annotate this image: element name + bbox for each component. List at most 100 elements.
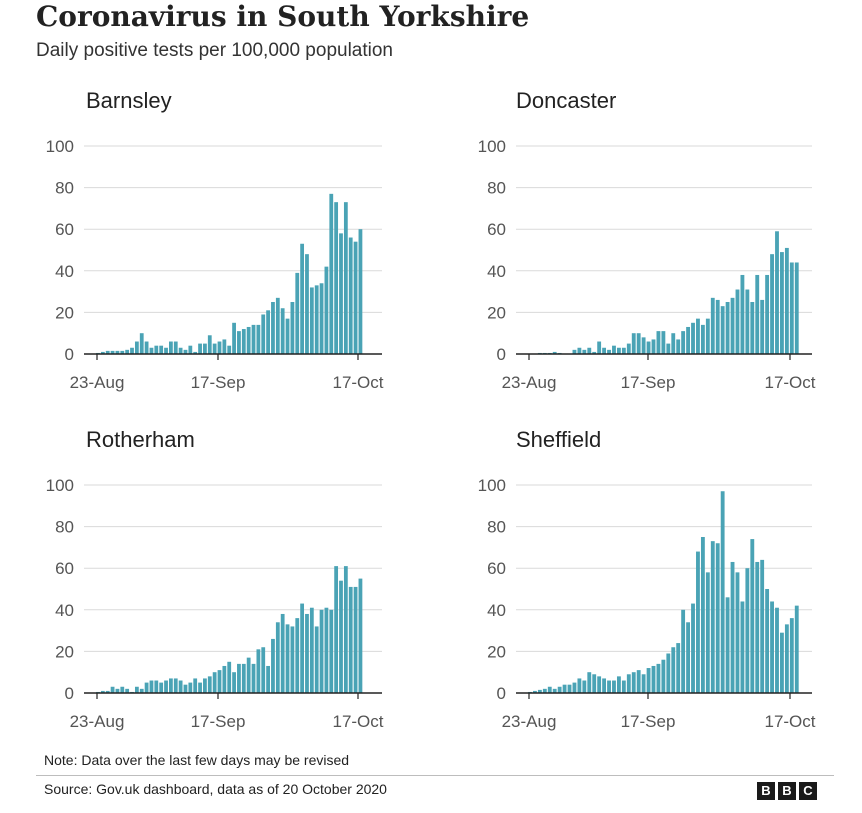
bar: [217, 670, 222, 693]
bar: [319, 283, 324, 354]
bar: [358, 578, 363, 693]
bar: [784, 624, 789, 693]
bar: [671, 333, 676, 354]
bar: [794, 605, 799, 693]
x-tick-label: 17-Oct: [764, 373, 815, 392]
bar: [760, 299, 765, 354]
bar: [207, 335, 212, 354]
bar: [730, 561, 735, 693]
bar: [207, 676, 212, 693]
bar: [246, 657, 251, 693]
y-tick-label: 60: [55, 220, 74, 239]
bar: [324, 607, 329, 693]
bar: [547, 686, 552, 693]
bar: [755, 274, 760, 354]
bar: [621, 347, 626, 354]
bar: [607, 349, 611, 354]
y-tick-label: 100: [46, 476, 74, 495]
bar: [681, 609, 686, 693]
bar: [656, 663, 661, 693]
bar: [169, 341, 173, 354]
bar: [705, 318, 710, 354]
bar: [130, 347, 134, 354]
y-tick-label: 0: [497, 684, 506, 703]
bar: [115, 350, 120, 354]
y-tick-label: 100: [46, 137, 74, 156]
bar: [789, 618, 794, 693]
bar: [775, 607, 779, 693]
bar: [144, 682, 149, 693]
y-tick-label: 20: [487, 642, 506, 661]
bar: [715, 543, 720, 693]
bar: [686, 622, 690, 693]
y-tick-label: 40: [55, 601, 74, 620]
bar: [125, 688, 130, 693]
bar: [300, 603, 305, 693]
bar: [309, 287, 314, 354]
bar: [280, 613, 285, 693]
bar: [358, 229, 363, 354]
bar: [314, 285, 319, 354]
bar: [745, 289, 750, 354]
y-tick-label: 100: [478, 137, 506, 156]
bar: [353, 241, 358, 354]
bar: [794, 262, 799, 354]
bar: [730, 297, 735, 354]
bar: [552, 688, 557, 693]
x-tick-label: 23-Aug: [502, 712, 557, 731]
bar: [275, 622, 280, 693]
chart-subtitle: Daily positive tests per 100,000 populat…: [36, 40, 394, 61]
x-tick-label: 17-Oct: [332, 712, 383, 731]
bar: [780, 252, 784, 354]
bar: [334, 566, 339, 693]
bar: [280, 308, 285, 354]
bar: [203, 343, 207, 354]
bar: [271, 302, 275, 354]
bar: [271, 638, 275, 693]
bar: [572, 349, 577, 354]
bar: [656, 331, 661, 354]
bar: [251, 324, 256, 354]
bbc-logo: B B C: [757, 782, 817, 800]
bar: [602, 678, 607, 693]
bbc-logo-letter: B: [778, 782, 796, 800]
bar: [686, 326, 690, 354]
bar: [110, 686, 115, 693]
bar: [100, 690, 105, 693]
bar: [290, 626, 295, 693]
bar: [188, 345, 193, 354]
x-tick-label: 23-Aug: [70, 712, 125, 731]
bar: [339, 233, 343, 354]
y-tick-label: 80: [55, 518, 74, 537]
bar: [720, 306, 725, 354]
bar: [232, 322, 236, 354]
bar: [666, 343, 671, 354]
bar: [134, 341, 139, 354]
bbc-logo-letter: B: [757, 782, 775, 800]
bar: [105, 690, 110, 693]
bar: [134, 686, 139, 693]
bar: [725, 597, 730, 693]
bar: [193, 678, 198, 693]
bar: [139, 688, 144, 693]
bar: [241, 329, 246, 354]
bar: [125, 349, 130, 354]
bar: [237, 663, 241, 693]
bar: [631, 333, 636, 354]
bar: [353, 586, 358, 693]
bar: [183, 349, 188, 354]
bar: [676, 643, 681, 693]
source-text: Source: Gov.uk dashboard, data as of 20 …: [44, 781, 387, 797]
bar: [329, 193, 334, 354]
bar: [691, 322, 695, 354]
bar: [120, 686, 125, 693]
bar: [597, 341, 602, 354]
bar: [612, 345, 616, 354]
bar: [641, 337, 646, 354]
bar: [676, 339, 681, 354]
footer-divider: [36, 775, 834, 776]
bar: [646, 341, 651, 354]
bar: [139, 333, 144, 354]
bar: [631, 672, 636, 693]
